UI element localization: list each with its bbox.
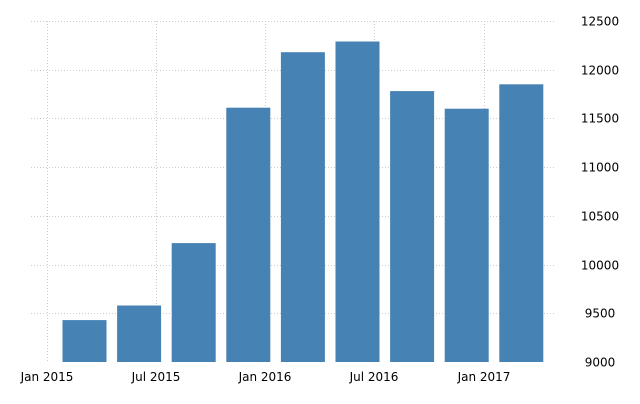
x-axis-tick-labels: Jan 2015 Jul 2015 Jan 2016 Jul 2016 Jan 2017 <box>20 370 511 384</box>
bar <box>226 107 271 362</box>
y-tick-label: 11500 <box>581 112 619 126</box>
bars <box>62 41 544 363</box>
x-tick-label: Jan 2015 <box>20 370 74 384</box>
x-tick-label: Jan 2016 <box>238 370 292 384</box>
y-tick-label: 10000 <box>581 259 619 273</box>
y-tick-label: 12500 <box>581 15 619 29</box>
y-tick-label: 10500 <box>581 210 619 224</box>
x-tick-label: Jul 2015 <box>131 370 181 384</box>
bar <box>280 52 325 362</box>
y-tick-label: 11000 <box>581 161 619 175</box>
y-tick-label: 9500 <box>585 307 616 321</box>
bar <box>390 91 435 362</box>
bar <box>117 305 162 362</box>
bar <box>62 320 107 362</box>
y-axis-tick-labels: 9000 9500 10000 10500 11000 11500 12000 12500 <box>581 15 619 370</box>
bar <box>499 84 544 363</box>
x-tick-label: Jan 2017 <box>457 370 511 384</box>
bar <box>444 108 489 362</box>
y-tick-label: 9000 <box>585 356 616 370</box>
bar <box>171 243 216 362</box>
y-tick-label: 12000 <box>581 64 619 78</box>
x-tick-label: Jul 2016 <box>349 370 399 384</box>
bar <box>335 41 380 362</box>
